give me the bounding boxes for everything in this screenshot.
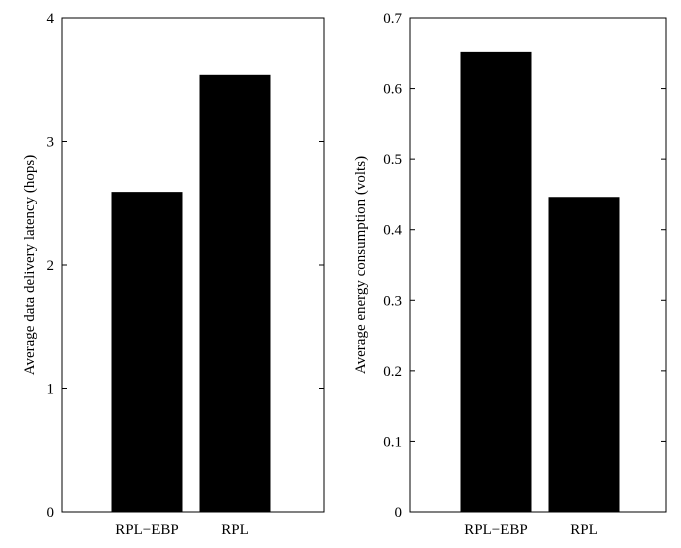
y-tick-label: 0.2 [383,364,402,380]
y-tick-label: 0.4 [383,223,402,239]
latency-chart: 0 1 2 3 4 RPL−EBP RPL Average data delivery lat… [22,11,325,538]
bar [460,51,532,512]
y-tick-label: 0.1 [383,434,402,450]
y-tick-label: 0 [47,505,55,521]
y-axis-label: Average energy consumption (volts) [353,156,369,374]
x-tick-label: RPL [570,522,598,538]
y-axis-label: Average data delivery latency (hops) [22,155,38,375]
y-tick-label: 1 [47,382,55,398]
x-tick-label: RPL−EBP [115,522,178,538]
y-tick-label: 0.5 [383,152,402,168]
y-tick-label: 3 [47,135,55,151]
x-tick-label: RPL [221,522,249,538]
y-tick-label: 2 [47,258,55,274]
y-tick-label: 0.6 [383,82,402,98]
axes-frame [61,17,325,513]
y-tick-label: 0.3 [383,293,402,309]
energy-chart: 0 0.1 0.2 0.3 0.4 0.5 0.6 0.7 RPL−EBP RPL Average … [353,11,667,538]
y-tick-label: 0 [395,505,403,521]
bar [111,192,183,512]
x-tick-label: RPL−EBP [464,522,527,538]
axes-frame [409,17,667,513]
bar [548,197,620,512]
y-tick-label: 4 [47,11,55,27]
bar [199,74,271,512]
y-tick-label: 0.7 [383,11,402,27]
